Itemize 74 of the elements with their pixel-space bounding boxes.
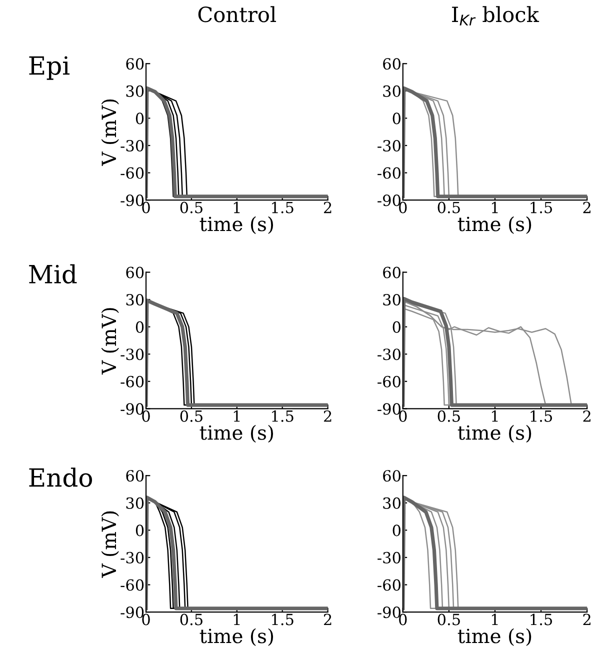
x-tick-label: 0.5 bbox=[438, 614, 460, 626]
x-tick-label: 0.5 bbox=[180, 202, 202, 214]
y-tick-label: 0 bbox=[136, 524, 144, 536]
text: Endo bbox=[29, 468, 92, 487]
y-tick-label: 0 bbox=[392, 112, 400, 124]
x-tick-label: 1 bbox=[492, 410, 498, 422]
x-tick-label: 1.5 bbox=[272, 614, 294, 626]
x-axis-title: time (s) bbox=[200, 628, 274, 646]
y-axis-title: V (mV) bbox=[101, 511, 120, 578]
y-tick-label: 30 bbox=[126, 85, 144, 97]
x-axis-title: time (s) bbox=[458, 216, 532, 234]
y-tick-label: 60 bbox=[383, 470, 400, 482]
y-tick-label: -30 bbox=[378, 140, 400, 152]
y-tick-label: -90 bbox=[120, 403, 144, 415]
x-tick-label: 1.5 bbox=[272, 410, 294, 422]
y-tick-label: 60 bbox=[126, 58, 144, 70]
x-tick-label: 0.5 bbox=[180, 614, 202, 626]
y-tick-label: 0 bbox=[392, 321, 400, 333]
y-tick-label: 30 bbox=[383, 294, 400, 306]
x-tick-label: 1 bbox=[234, 202, 240, 214]
y-axis-title: V (mV) bbox=[101, 99, 120, 166]
y-tick-label: 30 bbox=[383, 85, 400, 97]
y-axis-title: V (mV) bbox=[101, 308, 120, 375]
x-tick-label: 1.5 bbox=[530, 410, 552, 422]
y-tick-label: -30 bbox=[120, 348, 144, 360]
y-tick-label: 60 bbox=[126, 266, 144, 278]
y-tick-label: 30 bbox=[383, 497, 400, 509]
x-tick-label: 2 bbox=[583, 410, 590, 422]
y-tick-label: -60 bbox=[120, 167, 144, 179]
x-tick-label: 2 bbox=[324, 410, 332, 422]
x-tick-label: 1.5 bbox=[530, 614, 552, 626]
x-axis-title: time (s) bbox=[200, 424, 274, 443]
x-tick-label: 2 bbox=[324, 202, 332, 214]
chart-title: I$_{Kr}$ block bbox=[452, 6, 540, 26]
x-tick-label: 1.5 bbox=[530, 202, 552, 214]
y-tick-label: -60 bbox=[378, 167, 400, 179]
x-tick-label: 0.5 bbox=[180, 410, 202, 422]
text: Epi bbox=[29, 56, 70, 80]
y-tick-label: -30 bbox=[378, 552, 400, 564]
x-tick-label: 2 bbox=[583, 614, 590, 626]
x-tick-label: 0.5 bbox=[438, 202, 460, 214]
chart-title: Control bbox=[198, 6, 276, 22]
y-tick-label: -30 bbox=[120, 140, 144, 152]
x-tick-label: 1 bbox=[234, 410, 240, 422]
x-tick-label: 2 bbox=[324, 614, 332, 626]
y-tick-label: 0 bbox=[136, 321, 144, 333]
x-axis-title: time (s) bbox=[458, 424, 532, 443]
y-tick-label: -90 bbox=[378, 194, 400, 206]
y-tick-label: 30 bbox=[126, 294, 144, 306]
y-tick-label: -60 bbox=[120, 376, 144, 388]
x-axis-title: time (s) bbox=[458, 628, 532, 646]
y-tick-label: -30 bbox=[378, 348, 400, 360]
x-tick-label: 1 bbox=[234, 614, 240, 626]
y-tick-label: 60 bbox=[126, 470, 144, 482]
x-tick-label: 0.5 bbox=[438, 410, 460, 422]
y-tick-label: 60 bbox=[383, 58, 400, 70]
y-tick-label: -60 bbox=[120, 579, 144, 591]
y-tick-label: 30 bbox=[126, 497, 144, 509]
y-tick-label: -90 bbox=[120, 194, 144, 206]
y-tick-label: 0 bbox=[392, 524, 400, 536]
x-tick-label: 1.5 bbox=[272, 202, 294, 214]
y-tick-label: -90 bbox=[378, 403, 400, 415]
x-tick-label: 2 bbox=[583, 202, 590, 214]
y-tick-label: -90 bbox=[120, 606, 144, 618]
y-tick-label: 0 bbox=[136, 112, 144, 124]
y-tick-label: -60 bbox=[378, 376, 400, 388]
x-tick-label: 1 bbox=[492, 614, 498, 626]
x-tick-label: 1 bbox=[492, 202, 498, 214]
y-tick-label: -30 bbox=[120, 552, 144, 564]
x-axis-title: time (s) bbox=[200, 216, 274, 234]
text: Mid bbox=[29, 264, 77, 284]
y-tick-label: 60 bbox=[383, 266, 400, 278]
y-tick-label: -60 bbox=[378, 579, 400, 591]
y-tick-label: -90 bbox=[378, 606, 400, 618]
